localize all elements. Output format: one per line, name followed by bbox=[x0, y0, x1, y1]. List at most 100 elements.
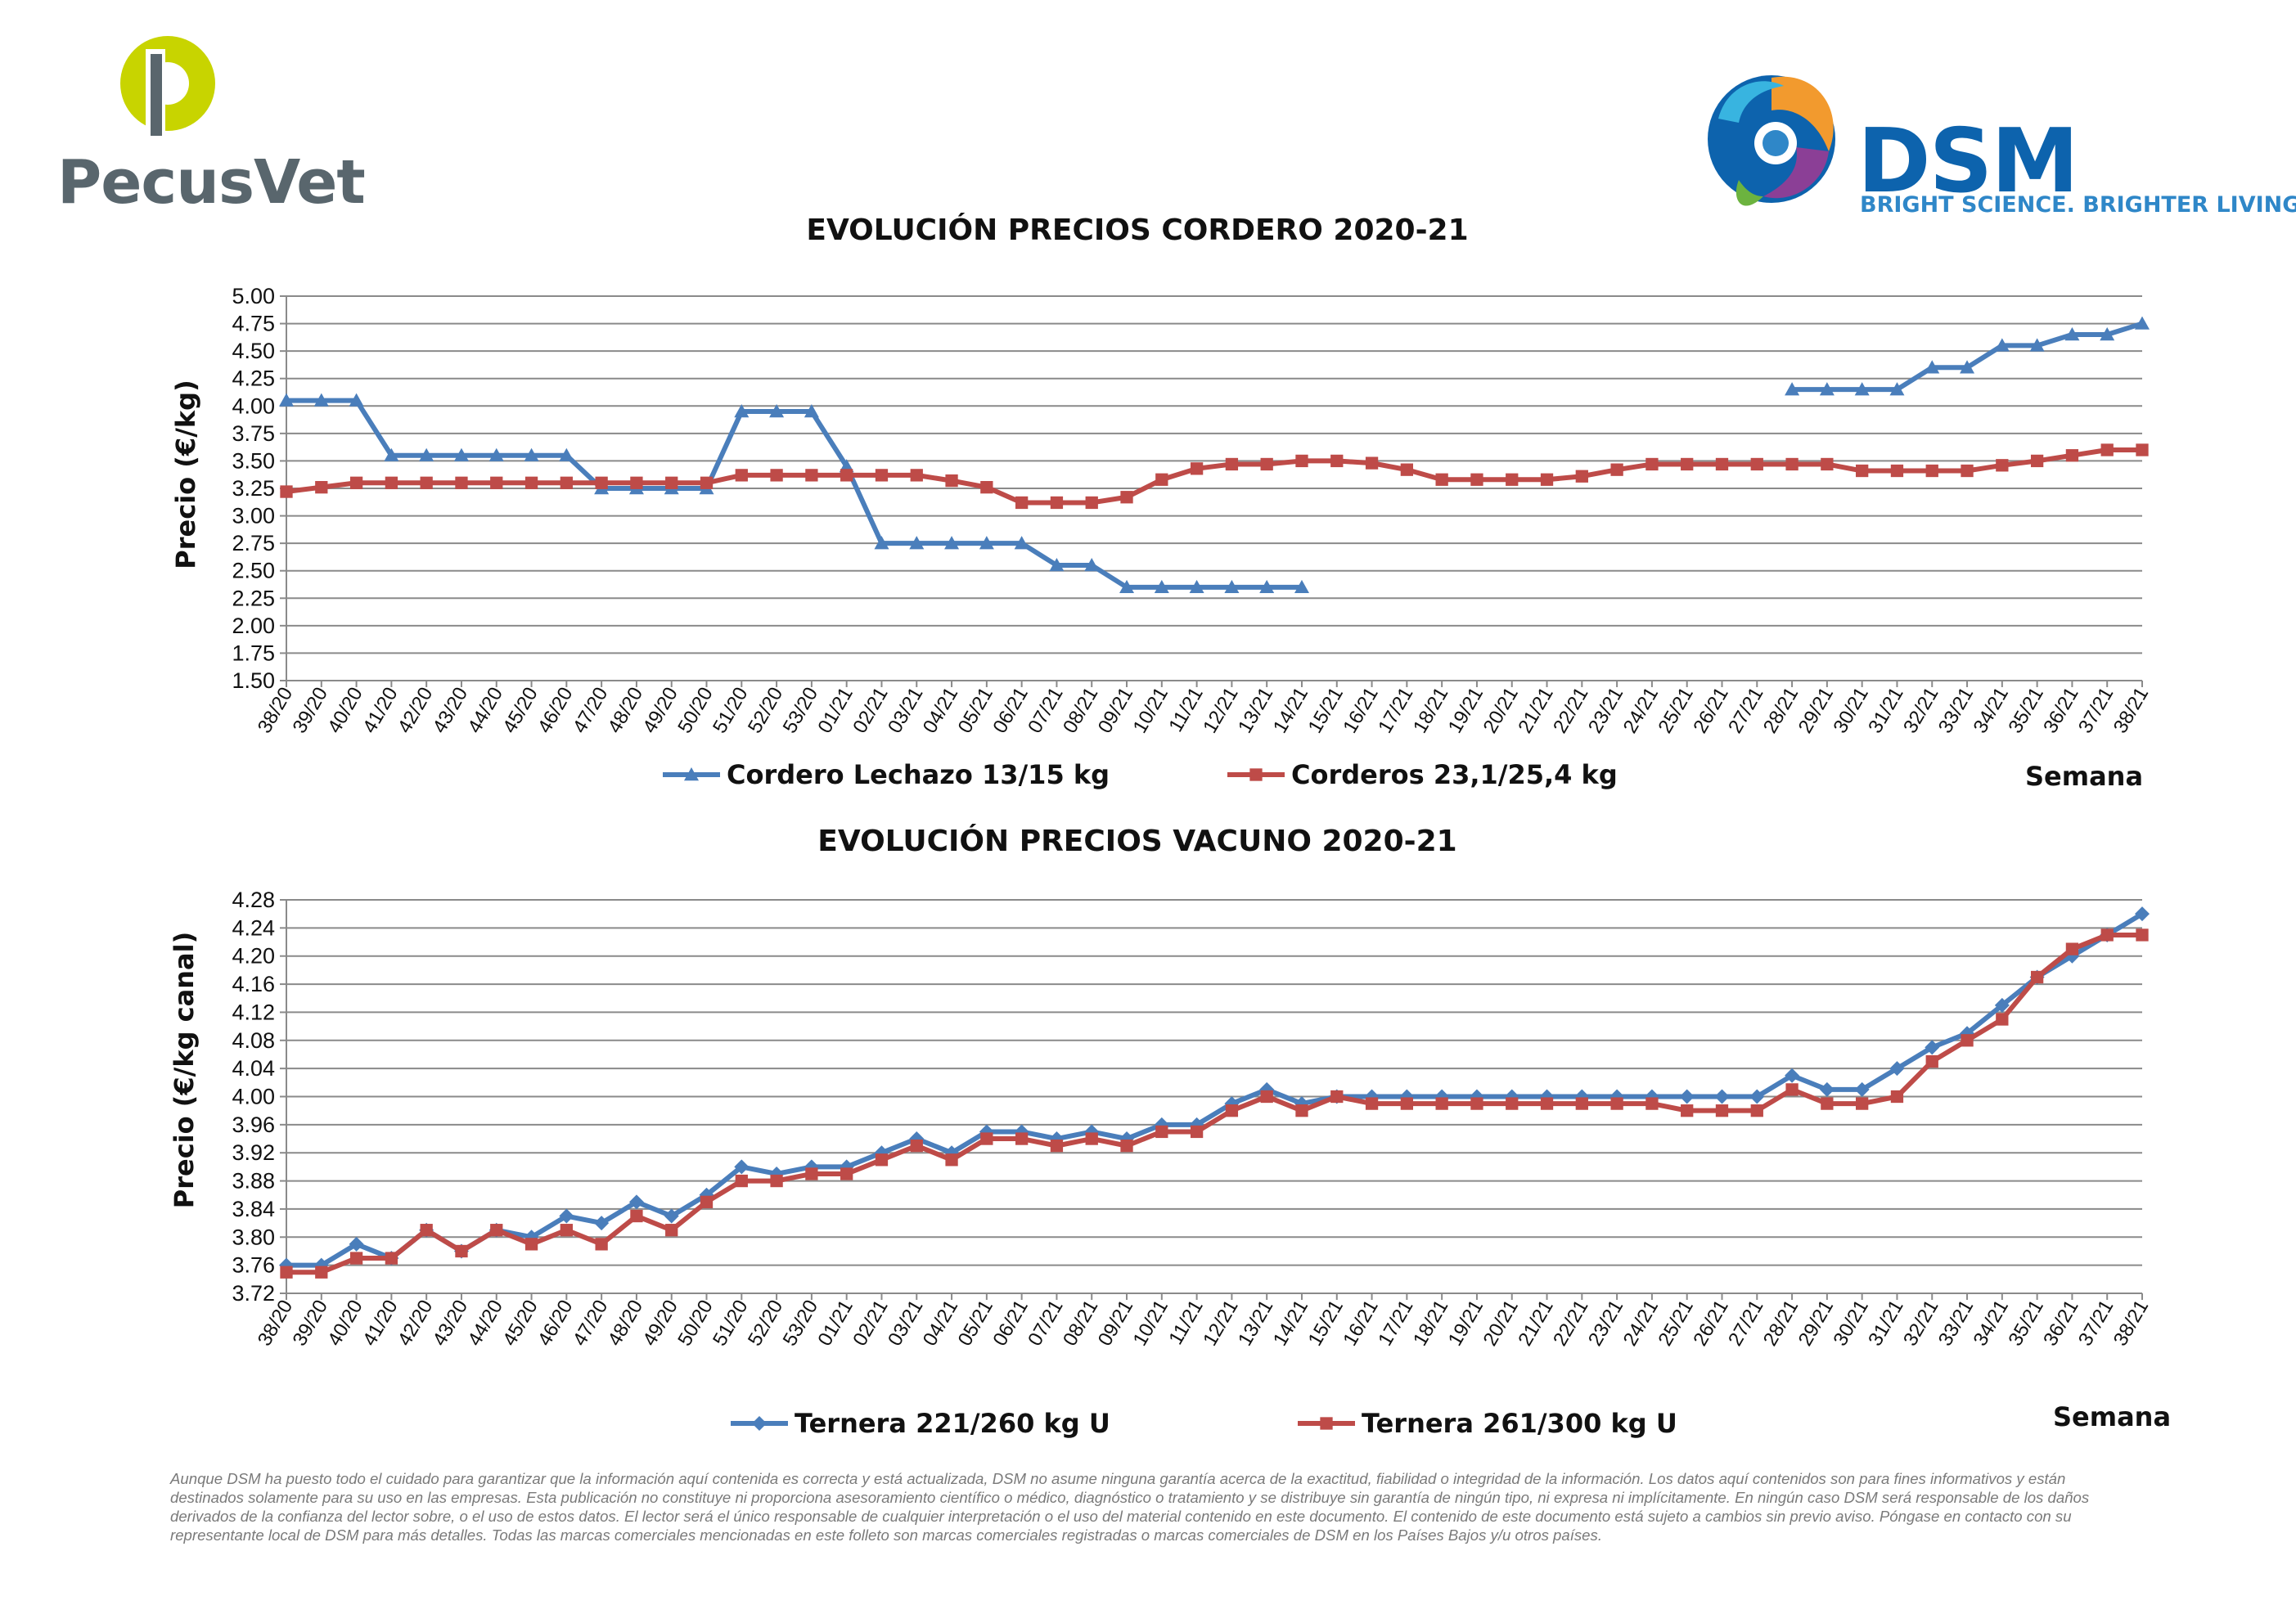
data-point bbox=[664, 1208, 679, 1224]
data-point bbox=[1294, 579, 1309, 594]
x-tick-label: 43/20 bbox=[429, 684, 472, 738]
x-tick-label: 35/21 bbox=[2004, 1297, 2047, 1351]
data-point bbox=[1154, 1117, 1169, 1132]
data-point bbox=[1155, 1125, 1168, 1139]
data-point bbox=[909, 536, 925, 550]
x-tick-label: 46/20 bbox=[533, 684, 577, 738]
x-tick-label: 26/21 bbox=[1689, 684, 1732, 738]
data-point bbox=[349, 1252, 363, 1265]
x-tick-label: 36/21 bbox=[2039, 684, 2082, 738]
data-point bbox=[1715, 457, 1729, 471]
x-tick-label: 51/20 bbox=[709, 684, 752, 738]
data-point bbox=[1225, 1104, 1239, 1117]
x-tick-label: 14/21 bbox=[1269, 1297, 1312, 1351]
data-point bbox=[1681, 1104, 1694, 1117]
x-tick-label: 14/21 bbox=[1269, 684, 1312, 738]
data-point bbox=[1785, 1083, 1799, 1096]
x-tick-label: 10/21 bbox=[1129, 684, 1173, 738]
data-point bbox=[524, 1238, 538, 1251]
data-point bbox=[979, 536, 994, 550]
data-point bbox=[1575, 1097, 1588, 1110]
data-point bbox=[420, 1224, 433, 1237]
chart-cordero: EVOLUCIÓN PRECIOS CORDERO 2020-21 5.00 4.… bbox=[170, 213, 2153, 792]
data-point bbox=[1120, 1139, 1133, 1153]
data-point bbox=[2136, 443, 2149, 456]
x-tick-label: 42/20 bbox=[394, 684, 437, 738]
plot-area: 4.28 4.24 4.20 4.16 4.12 4.08 4.04 4.00 3.96 3.92… bbox=[232, 888, 2153, 1350]
plot-area: 5.00 4.75 4.50 4.254.00 3.753.50 3.25 3.00 2.75… bbox=[232, 284, 2153, 737]
data-point bbox=[1470, 1097, 1483, 1110]
x-tick-label: 27/21 bbox=[1724, 1297, 1767, 1351]
x-tick-label: 48/20 bbox=[604, 684, 647, 738]
x-tick-label: 16/21 bbox=[1339, 1297, 1382, 1351]
data-point bbox=[2065, 942, 2079, 955]
data-point bbox=[1050, 1139, 1064, 1153]
y-tick-label: 3.00 bbox=[232, 504, 275, 528]
chart-title: EVOLUCIÓN PRECIOS CORDERO 2020-21 bbox=[806, 213, 1468, 247]
data-point bbox=[1961, 1034, 1974, 1047]
y-tick-label: 4.25 bbox=[232, 366, 275, 391]
y-tick-label: 4.75 bbox=[232, 312, 275, 336]
data-point bbox=[1854, 382, 1870, 396]
data-point bbox=[2136, 928, 2149, 942]
x-tick-label: 40/20 bbox=[323, 1297, 367, 1351]
x-tick-label: 27/21 bbox=[1724, 684, 1767, 738]
x-tick-label: 53/20 bbox=[779, 684, 822, 738]
data-point bbox=[805, 1167, 818, 1180]
data-point bbox=[2064, 327, 2080, 341]
data-point bbox=[1925, 360, 1940, 374]
data-point bbox=[1645, 1097, 1659, 1110]
x-tick-label: 19/21 bbox=[1444, 1297, 1488, 1351]
data-point bbox=[595, 476, 608, 489]
x-tick-label: 03/21 bbox=[884, 1297, 927, 1351]
data-point bbox=[559, 447, 574, 461]
data-point bbox=[1085, 496, 1098, 510]
data-point bbox=[734, 1159, 750, 1175]
data-point bbox=[1049, 558, 1065, 572]
x-tick-label: 40/20 bbox=[323, 684, 367, 738]
y-tick-label: 3.80 bbox=[232, 1225, 275, 1249]
dsm-wordmark: DSM bbox=[1857, 110, 2079, 213]
x-tick-label: 28/21 bbox=[1759, 684, 1803, 738]
x-tick-label: 07/21 bbox=[1024, 1297, 1067, 1351]
data-point bbox=[2030, 454, 2044, 468]
x-tick-label: 15/21 bbox=[1304, 684, 1348, 738]
data-point bbox=[1575, 470, 1588, 483]
data-point bbox=[945, 474, 958, 488]
data-point bbox=[490, 476, 503, 489]
data-point bbox=[1785, 1068, 1800, 1083]
x-tick-label: 17/21 bbox=[1374, 684, 1417, 738]
data-point bbox=[349, 393, 364, 407]
x-tick-label: 24/21 bbox=[1619, 1297, 1663, 1351]
y-tick-label: 3.88 bbox=[232, 1169, 275, 1194]
x-tick-label: 48/20 bbox=[604, 1297, 647, 1351]
x-tick-label: 45/20 bbox=[498, 1297, 542, 1351]
y-tick-label: 3.84 bbox=[232, 1197, 275, 1221]
x-tick-label: 10/21 bbox=[1129, 1297, 1173, 1351]
legend-label: Ternera 261/300 kg U bbox=[1362, 1408, 1677, 1439]
data-point bbox=[419, 447, 434, 461]
x-tick-label: 22/21 bbox=[1549, 684, 1592, 738]
data-point bbox=[1085, 1132, 1098, 1145]
y-tick-label: 4.12 bbox=[232, 1000, 275, 1024]
data-point bbox=[1015, 1132, 1029, 1145]
data-point bbox=[1889, 382, 1905, 396]
data-point bbox=[1294, 1096, 1309, 1112]
x-tick-label: 07/21 bbox=[1024, 684, 1067, 738]
data-point bbox=[560, 1224, 573, 1237]
disclaimer-text: Aunque DSM ha puesto todo el cuidado par… bbox=[170, 1470, 2090, 1544]
y-tick-label: 3.50 bbox=[232, 448, 275, 473]
data-point bbox=[630, 476, 643, 489]
legend-marker bbox=[684, 767, 699, 781]
x-tick-label: 01/21 bbox=[813, 684, 857, 738]
y-tick-label: 3.92 bbox=[232, 1140, 275, 1165]
data-point bbox=[875, 1153, 889, 1167]
y-tick-label: 1.50 bbox=[232, 668, 275, 693]
x-tick-label: 51/20 bbox=[709, 1297, 752, 1351]
data-point bbox=[1400, 1097, 1414, 1110]
series-line bbox=[1792, 321, 2143, 393]
data-point bbox=[1014, 536, 1029, 550]
data-point bbox=[1715, 1104, 1729, 1117]
data-point bbox=[1819, 1081, 1835, 1097]
data-point bbox=[280, 485, 293, 498]
